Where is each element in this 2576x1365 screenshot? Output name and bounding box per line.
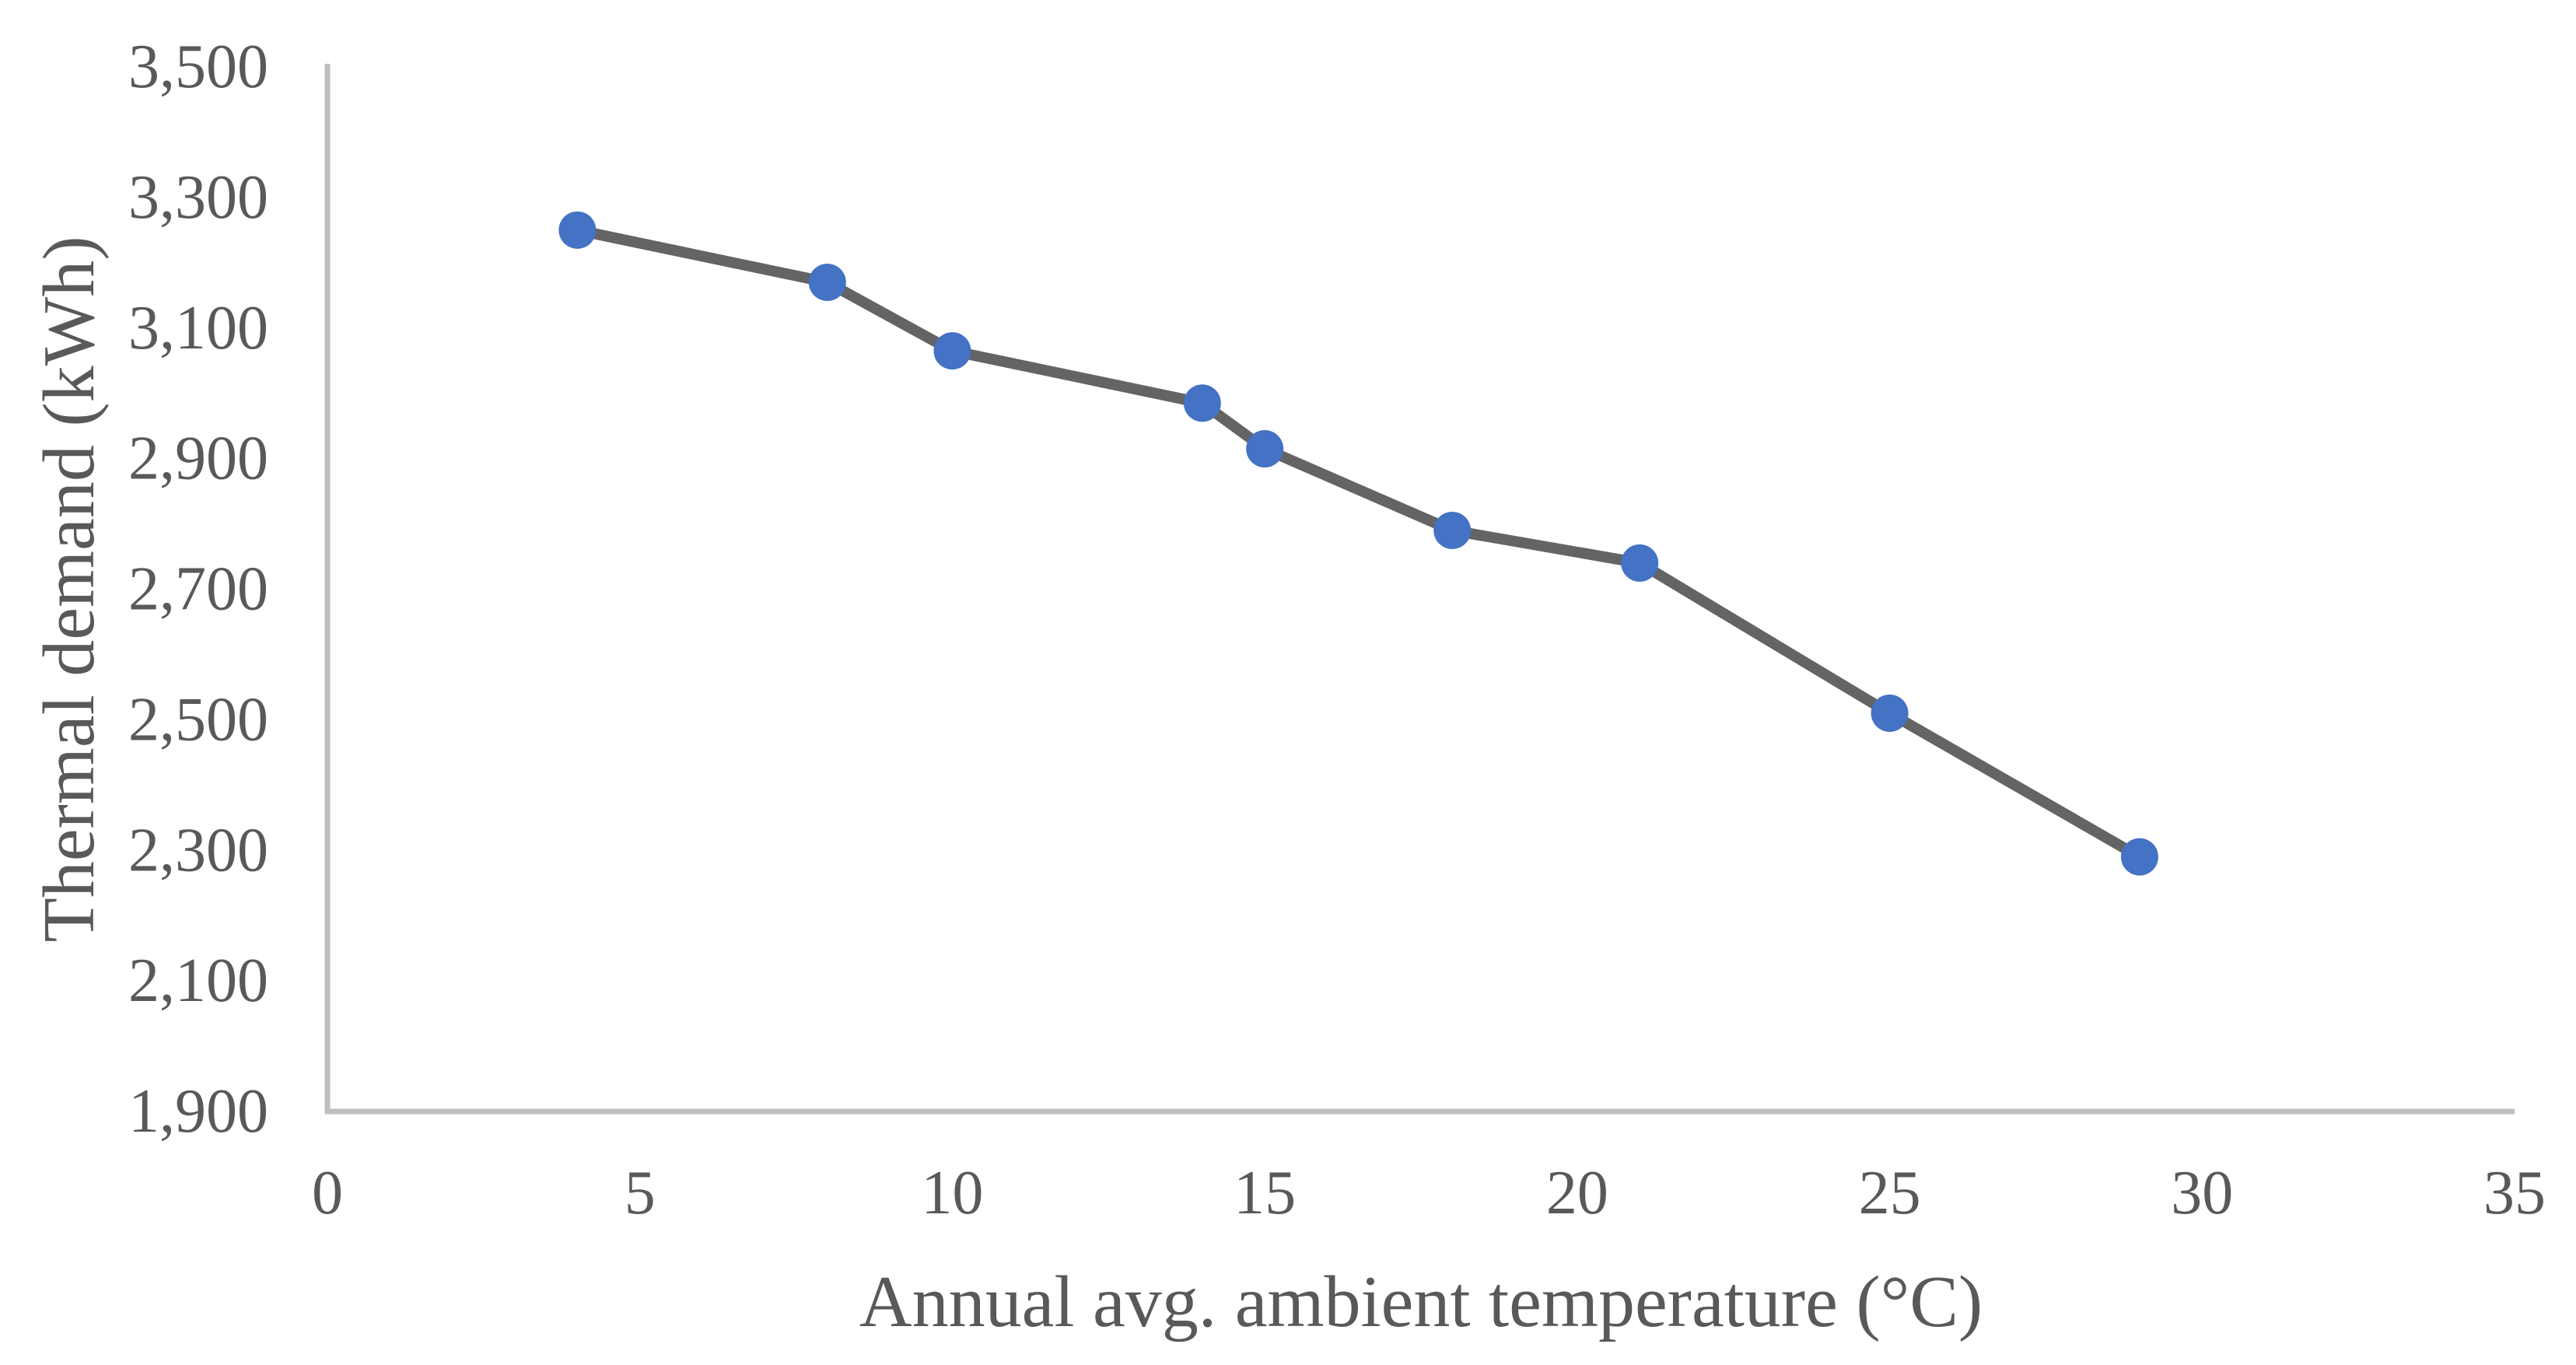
data-point-marker	[2120, 838, 2158, 876]
y-axis-tick-labels: 1,900 2,100 2,300 2,500 2,700 2,900 3,100 3,300…	[128, 33, 268, 1146]
data-point-marker	[1871, 694, 1909, 732]
x-tick-label: 30	[2171, 1159, 2233, 1227]
series-markers	[558, 211, 2158, 876]
x-tick-label: 25	[1859, 1159, 1921, 1227]
data-point-marker	[1621, 544, 1659, 582]
x-axis-tick-labels: 0 5 10 15 20 25 30 35	[312, 1159, 2546, 1227]
series-line	[576, 224, 2143, 862]
y-tick-label: 2,700	[128, 555, 268, 624]
y-tick-label: 2,100	[128, 947, 268, 1015]
x-tick-label: 0	[312, 1159, 343, 1227]
y-tick-label: 3,500	[128, 33, 268, 101]
data-point-marker	[933, 332, 971, 370]
y-tick-label: 2,300	[128, 816, 268, 884]
x-tick-label: 10	[921, 1159, 983, 1227]
data-point-marker	[1433, 511, 1472, 549]
y-axis-title: Thermal demand (kWh)	[29, 236, 110, 942]
y-tick-label: 3,300	[128, 163, 268, 232]
y-tick-label: 3,100	[128, 294, 268, 362]
data-point-marker	[1246, 430, 1284, 468]
x-tick-label: 5	[625, 1159, 656, 1227]
y-tick-label: 2,900	[128, 425, 268, 493]
x-axis-title: Annual avg. ambient temperature (°C)	[859, 1262, 1983, 1342]
x-tick-label: 20	[1546, 1159, 1608, 1227]
y-tick-label: 1,900	[128, 1077, 268, 1146]
x-tick-label: 35	[2483, 1159, 2546, 1227]
data-point-marker	[558, 211, 597, 249]
y-tick-label: 2,500	[128, 685, 268, 754]
data-point-marker	[1183, 384, 1221, 422]
data-point-marker	[808, 263, 846, 301]
x-tick-label: 15	[1234, 1159, 1296, 1227]
